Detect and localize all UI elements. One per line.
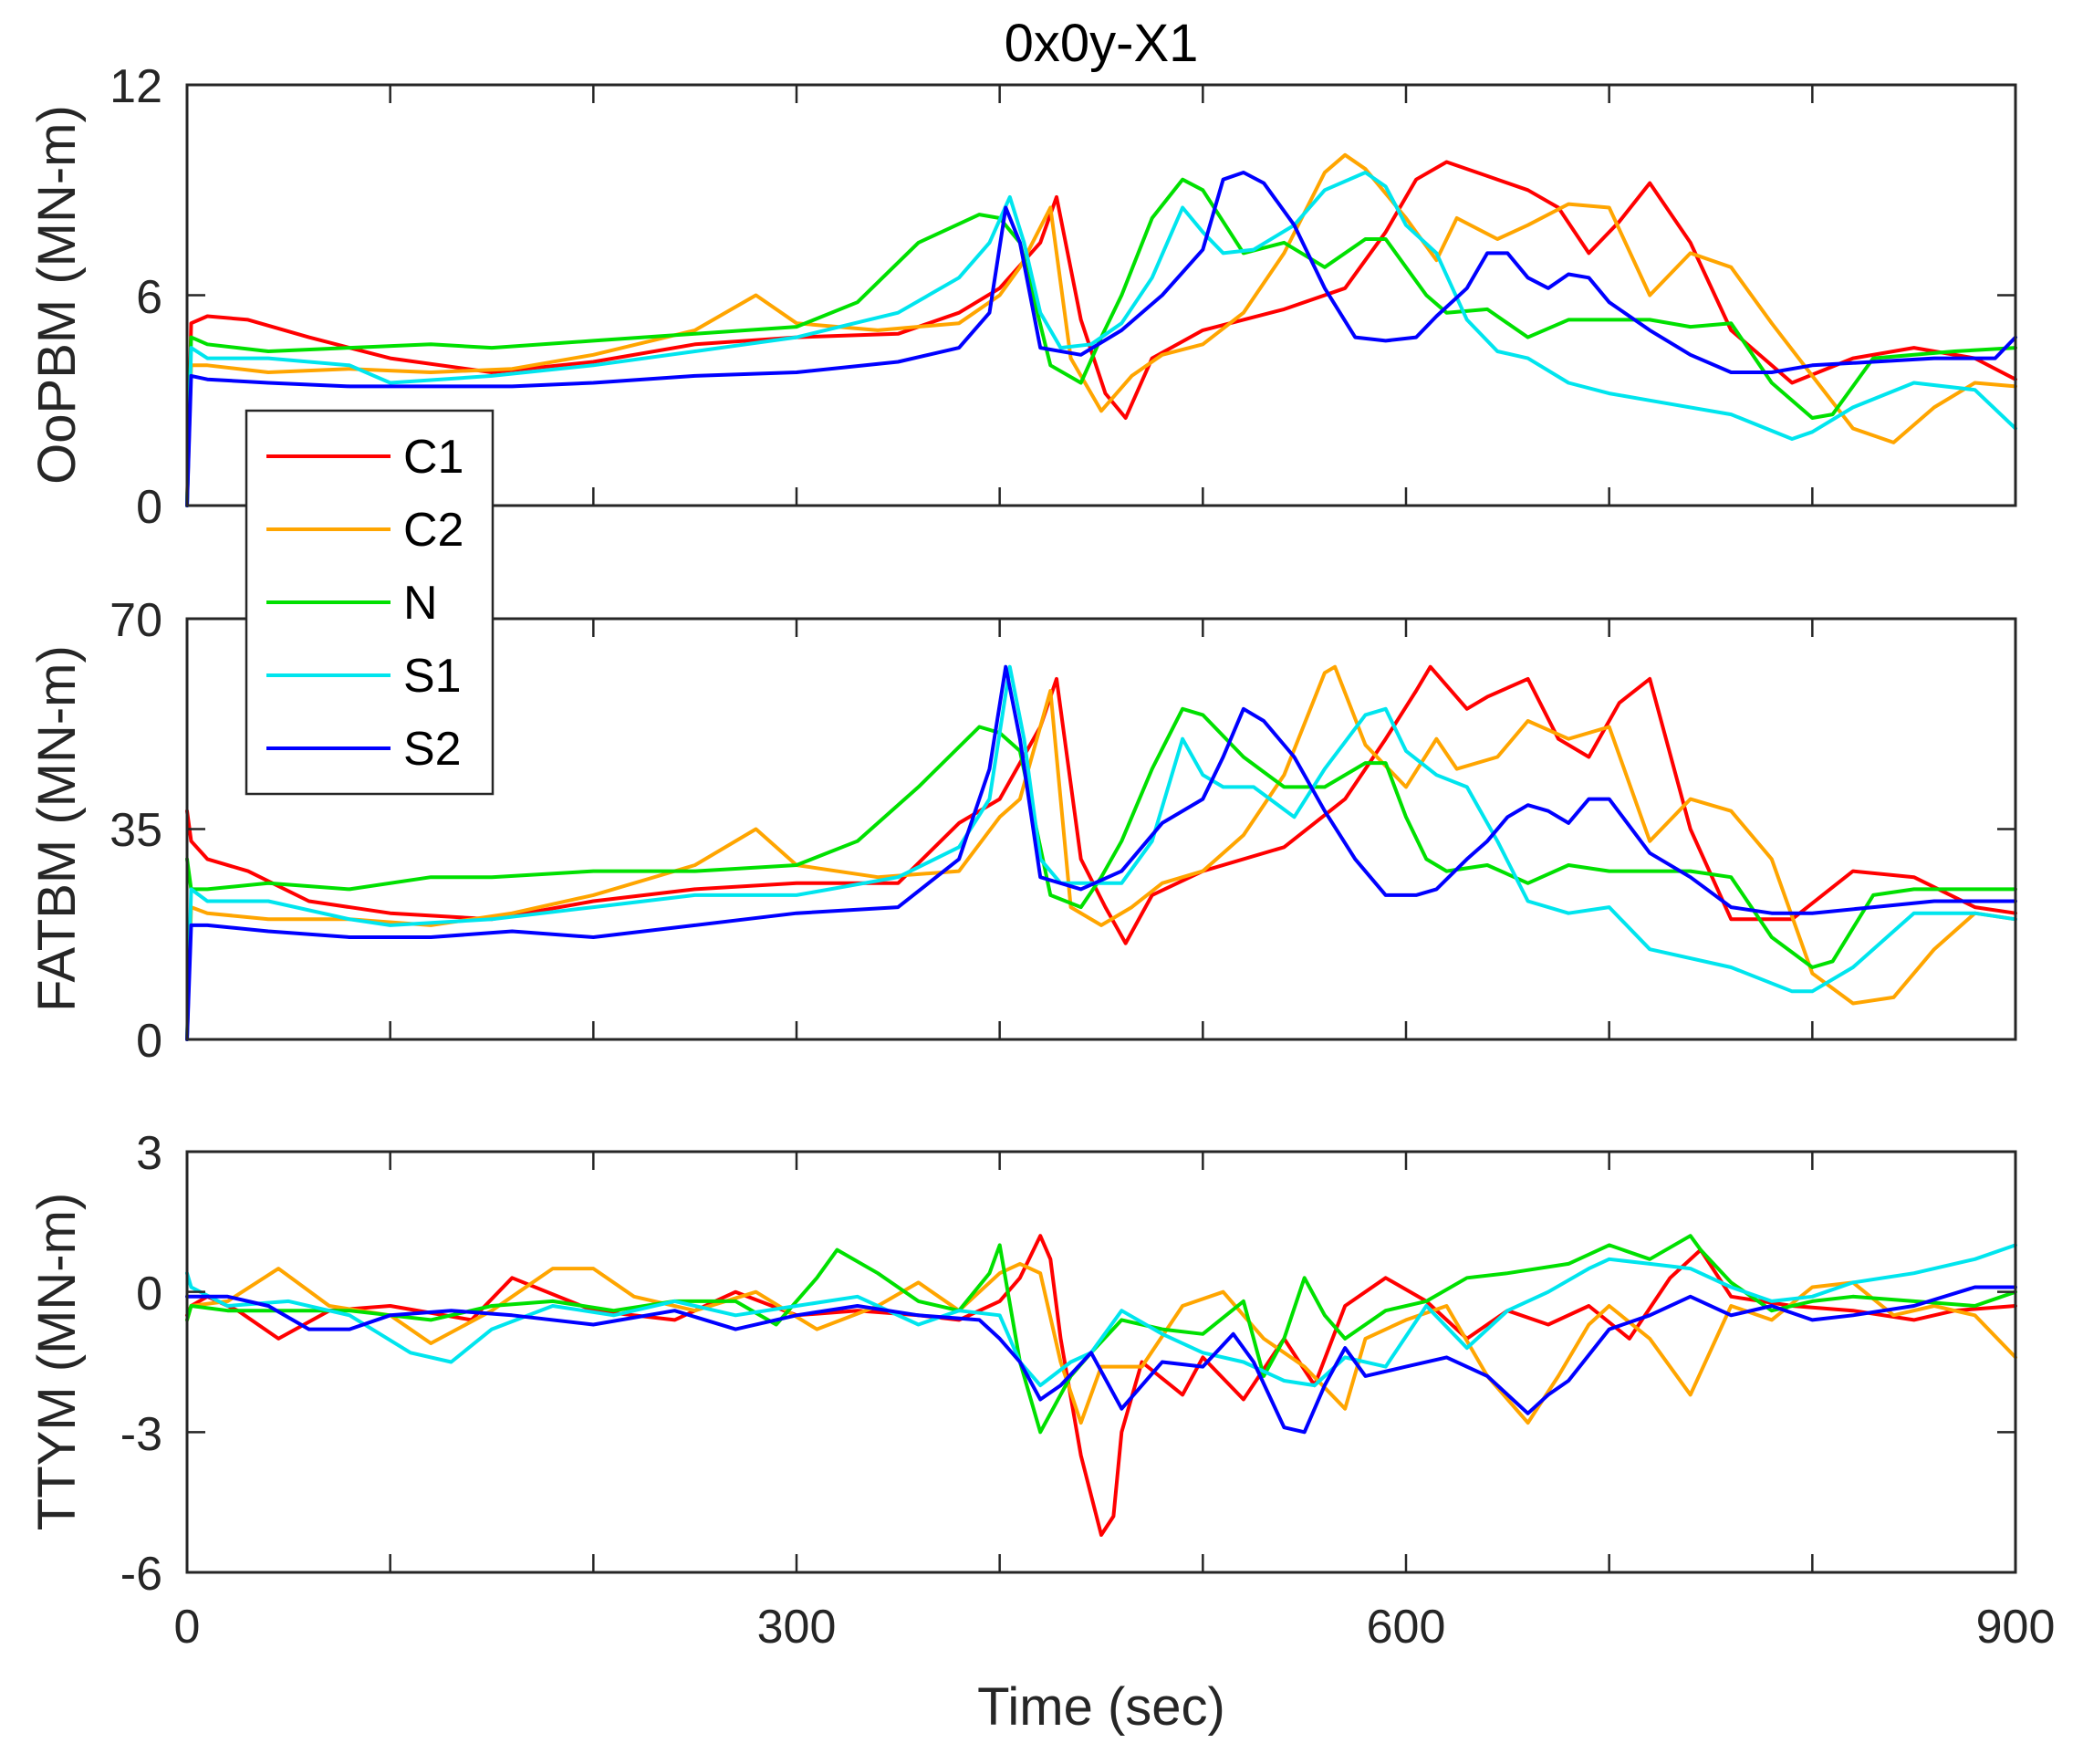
series-line-ttym-s2	[185, 1285, 2017, 1435]
panel-oopbm: 0 6 12 OoPBM (MN-m)	[27, 60, 2017, 534]
xtick-300: 300	[757, 1601, 837, 1654]
xtick-0: 0	[174, 1601, 201, 1654]
series-line-ttym-n	[185, 1234, 2017, 1435]
series-line-oopbm-n	[185, 177, 2017, 507]
series-line-fatbm-n	[185, 706, 2017, 969]
chart-title: 0x0y-X1	[1005, 14, 1199, 73]
panel-ttym-ytick-2: 0	[136, 1268, 162, 1320]
panel-ttym-series	[185, 1234, 2017, 1537]
panel-fatbm-ytick-1: 35	[109, 804, 162, 857]
panel-fatbm: 0 35 70 FATBM (MN-m)	[27, 594, 2017, 1068]
panel-oopbm-series	[185, 152, 2017, 507]
panel-oopbm-ytick-2: 12	[109, 60, 162, 113]
panel-oopbm-ticks	[185, 83, 2017, 507]
panel-ttym-ytick-0: -6	[120, 1548, 162, 1601]
series-line-fatbm-s2	[185, 664, 2017, 1041]
panel-fatbm-ytick-2: 70	[109, 594, 162, 647]
x-axis-label: Time (sec)	[977, 1677, 1225, 1737]
panel-fatbm-ticks	[185, 617, 2017, 1041]
panel-oopbm-ylabel: OoPBM (MN-m)	[27, 105, 87, 485]
panel-fatbm-series	[185, 664, 2017, 1041]
series-line-ttym-s1	[185, 1243, 2017, 1388]
panel-ttym-frame	[185, 1150, 2017, 1574]
panel-ttym-ticks	[185, 1150, 2017, 1574]
xtick-600: 600	[1367, 1601, 1446, 1654]
series-line-fatbm-c2	[185, 664, 2017, 1041]
series-line-oopbm-s1	[185, 171, 2017, 507]
series-line-ttym-c2	[185, 1261, 2017, 1425]
legend-label-n: N	[403, 577, 438, 630]
legend-label-c2: C2	[403, 504, 463, 557]
series-line-oopbm-c2	[185, 152, 2017, 507]
series-line-oopbm-s2	[185, 171, 2017, 507]
legend: C1 C2 N S1 S2	[245, 409, 495, 796]
panel-oopbm-ytick-0: 0	[136, 481, 162, 534]
series-line-fatbm-s1	[185, 664, 2017, 1041]
panel-ttym-ytick-3: 3	[136, 1127, 162, 1180]
panel-fatbm-ylabel: FATBM (MN-m)	[27, 645, 87, 1012]
panel-ttym-ytick-1: -3	[120, 1408, 162, 1461]
xtick-900: 900	[1976, 1601, 2056, 1654]
panel-ttym: -6 -3 0 3 TTYM (MN-m)	[27, 1127, 2017, 1601]
legend-label-s2: S2	[403, 723, 462, 776]
panel-ttym-ylabel: TTYM (MN-m)	[27, 1193, 87, 1530]
legend-label-c1: C1	[403, 431, 463, 484]
panel-oopbm-ytick-1: 6	[136, 271, 162, 324]
legend-label-s1: S1	[403, 650, 462, 703]
panel-fatbm-ytick-0: 0	[136, 1015, 162, 1068]
